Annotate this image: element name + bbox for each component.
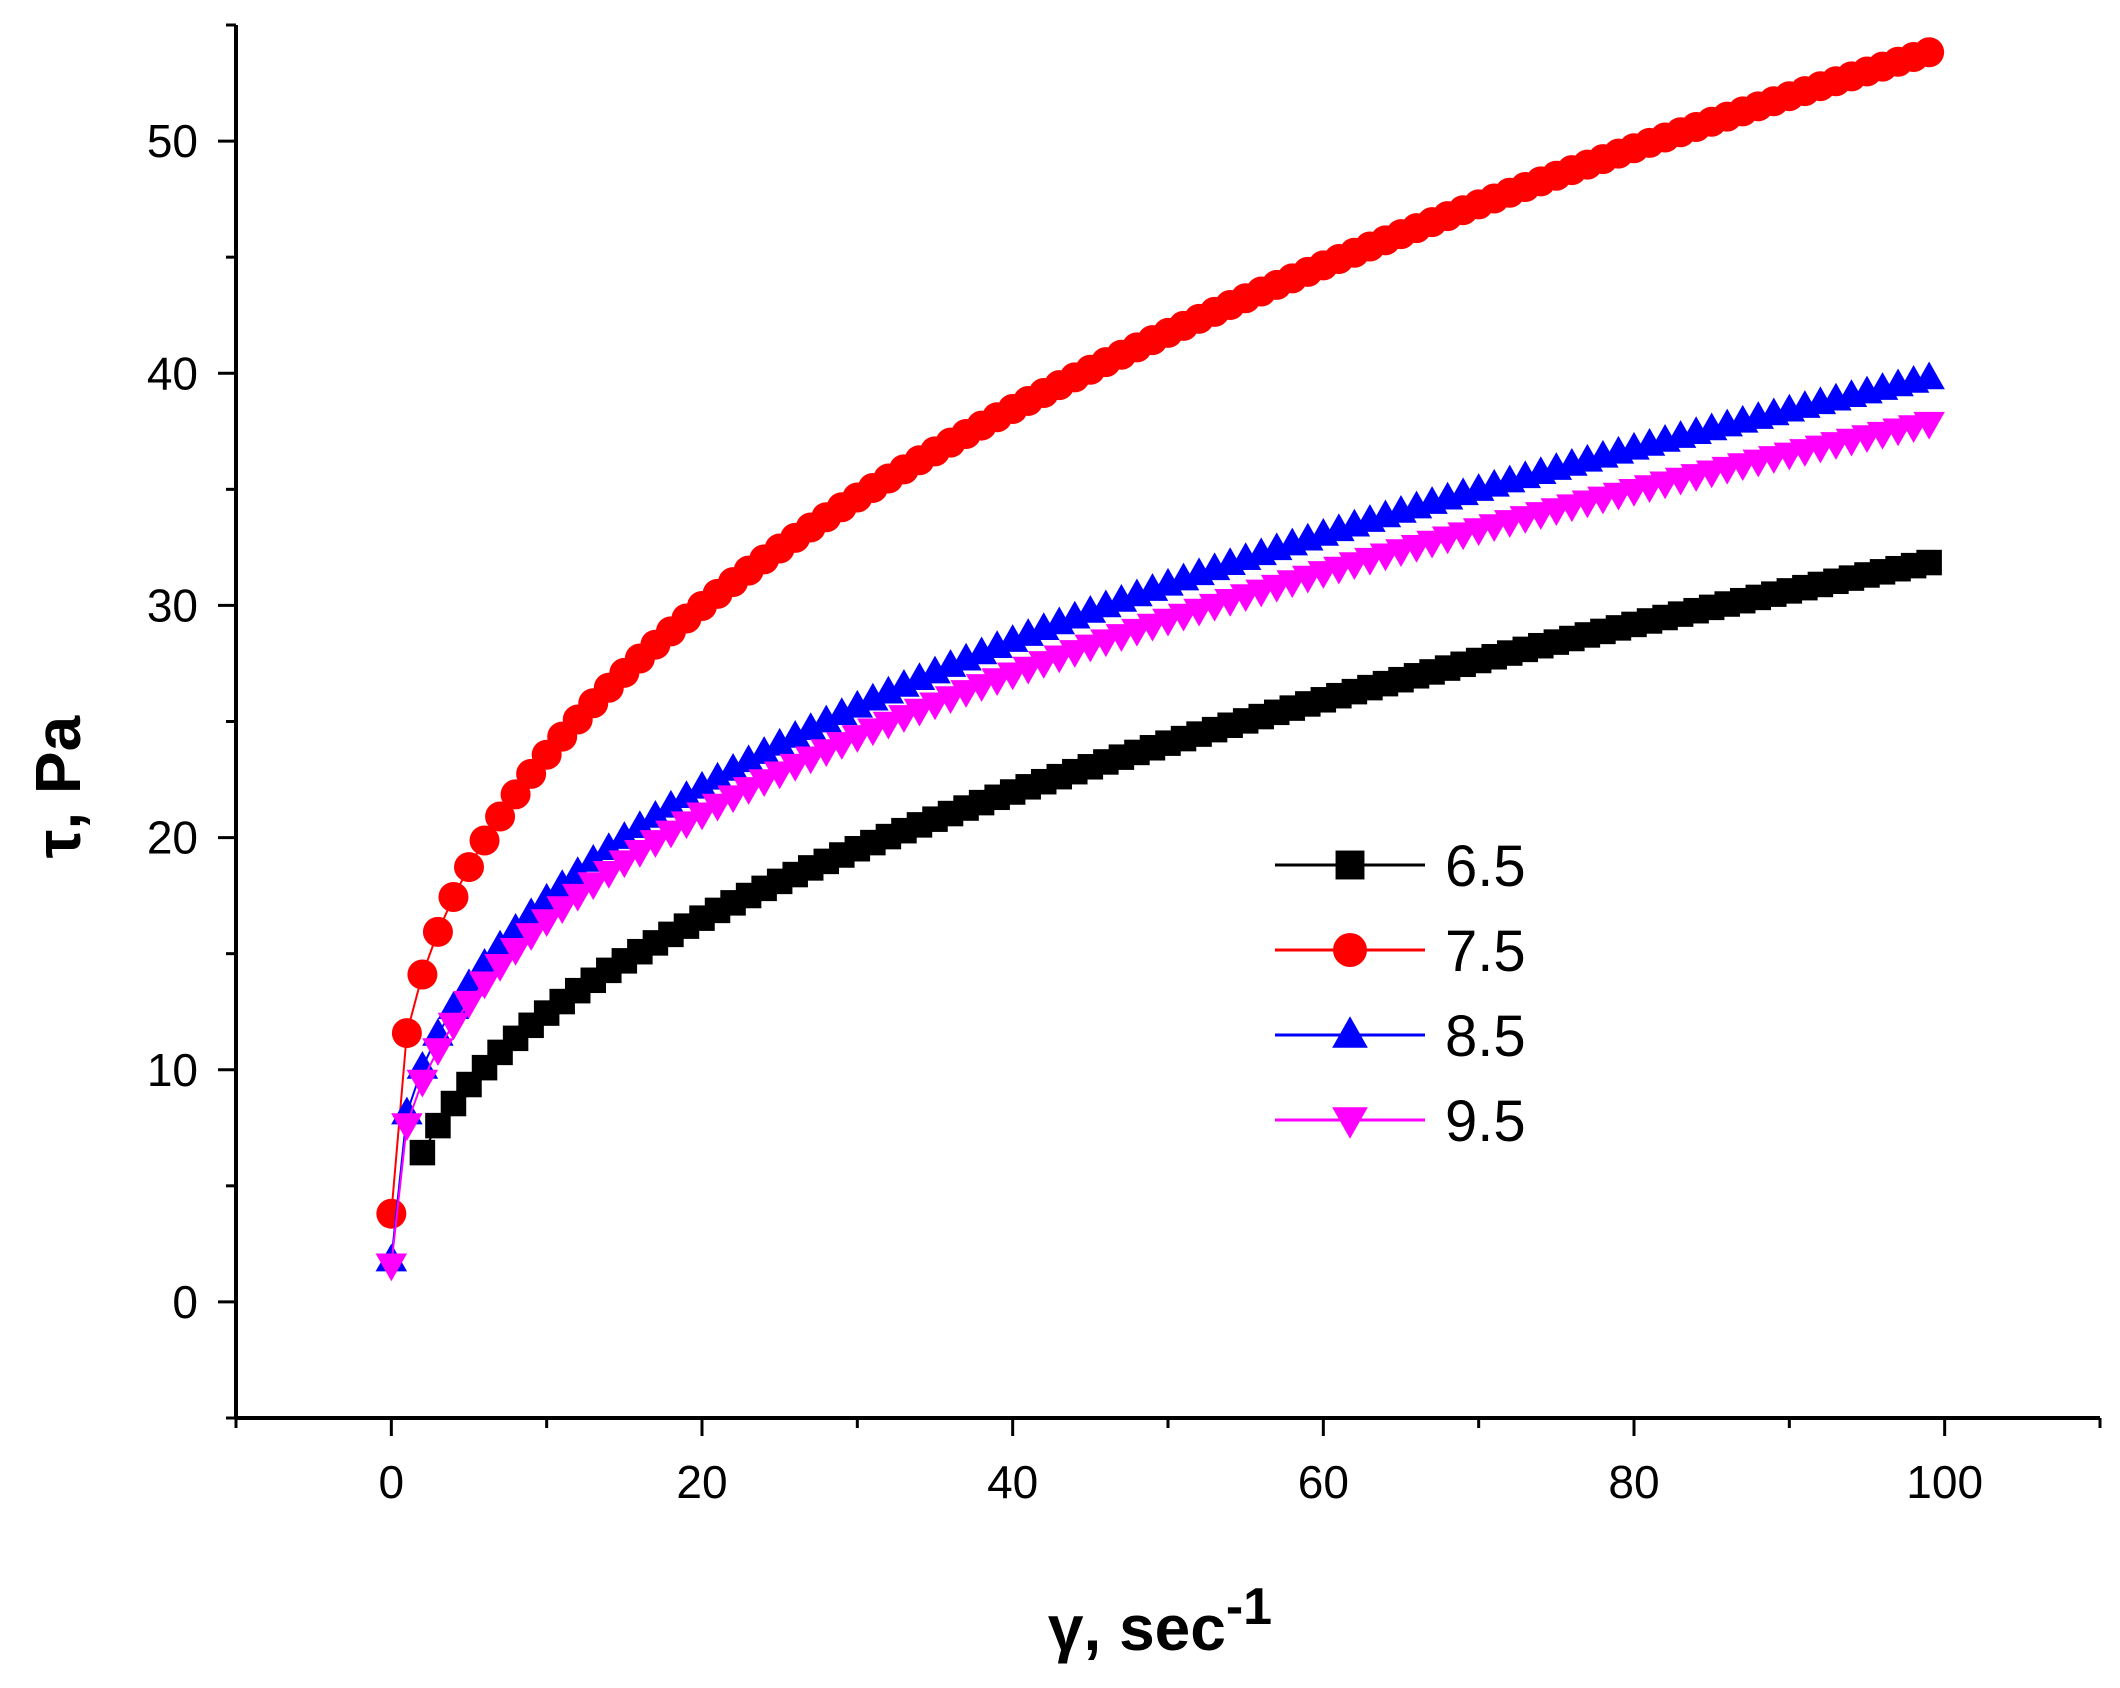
data-point [561,883,594,912]
data-point [422,916,453,947]
y-tick-label: 10 [147,1044,198,1096]
y-tick-label: 30 [147,579,198,631]
data-point [530,909,563,938]
data-point [1913,411,1945,440]
x-tick-label: 100 [1906,1456,1983,1508]
data-point [624,840,656,868]
series-line [390,377,1930,1261]
data-point [841,689,874,718]
series-layer [375,37,1945,1282]
data-point [717,753,749,781]
series-7.5 [376,37,1945,1229]
data-point [810,704,843,733]
data-point [468,948,501,976]
x-axis-title-text: , sec [1084,1592,1226,1664]
data-point [499,937,532,966]
data-point [857,682,889,711]
data-point [453,968,485,997]
x-tick-label: 0 [379,1456,405,1508]
data-point [748,769,780,797]
axes: 0 10 20 30 40 50 0 20 40 60 80 100 [147,23,2102,1508]
data-point [438,882,469,913]
y-tick-label: 50 [147,115,198,167]
data-point [1914,37,1945,68]
legend-entry: 6.5 [1275,834,1526,899]
series-6.5 [409,549,1942,1166]
data-point [453,990,485,1019]
legend-label: 8.5 [1445,1004,1526,1069]
data-point [515,923,547,951]
data-point [376,1198,407,1229]
legend-label: 7.5 [1445,919,1526,984]
data-point [375,1253,408,1282]
data-point [670,780,703,809]
data-point [826,697,858,725]
data-point [425,1112,451,1139]
legend-marker [1335,850,1365,880]
data-point [779,719,811,748]
data-point [686,802,718,831]
legend: 6.5 7.5 8.5 9.5 [1275,834,1526,1154]
data-point [407,959,438,990]
data-point [485,801,516,832]
legend-label: 9.5 [1445,1089,1526,1154]
y-axis-title: τ, Pa [22,715,94,858]
x-tick-label: 40 [987,1456,1038,1508]
data-point [593,861,625,889]
legend-label: 6.5 [1445,834,1526,899]
data-point [608,850,641,879]
legend-marker [1332,1016,1368,1048]
data-point [1913,361,1945,390]
x-tick-label: 80 [1608,1456,1659,1508]
data-point [686,770,718,799]
data-point [794,712,827,740]
x-axis-title-superscript: -1 [1226,1578,1272,1636]
data-point [437,1012,470,1041]
data-point [655,789,687,818]
series-8.5 [375,361,1945,1272]
x-tick-label: 60 [1298,1456,1349,1508]
series-line [390,51,1930,1214]
data-point [732,744,765,773]
data-point [717,785,749,814]
data-point [763,761,796,790]
data-point [701,793,734,822]
data-point [639,830,672,858]
data-point [1916,549,1942,576]
legend-marker [1332,1107,1368,1139]
data-point [732,777,765,805]
data-point [546,896,578,925]
y-tick-label: 0 [172,1276,198,1328]
x-axis-title-symbol: γ [1048,1592,1084,1664]
data-point [406,1069,439,1098]
data-point [670,811,703,840]
data-point [748,736,780,764]
data-point [409,1139,436,1166]
x-axis-title: γ, sec-1 [1048,1578,1272,1664]
data-point [701,761,734,790]
data-point [763,727,796,756]
data-point [655,820,687,849]
y-tick-label: 40 [147,347,198,399]
data-point [391,1113,423,1142]
data-point [391,1018,422,1049]
data-point [454,852,484,883]
data-point [577,872,610,900]
series-9.5 [375,411,1945,1282]
data-point [422,1038,454,1067]
data-point [779,753,811,782]
legend-entry: 8.5 [1275,1004,1526,1069]
data-point [468,971,501,1000]
data-point [500,779,531,810]
legend-marker [1333,933,1367,967]
data-point [484,954,516,982]
legend-entry: 9.5 [1275,1089,1526,1154]
data-point [469,825,500,856]
x-tick-label: 20 [676,1456,727,1508]
legend-entry: 7.5 [1275,919,1526,984]
y-tick-label: 20 [147,812,198,864]
